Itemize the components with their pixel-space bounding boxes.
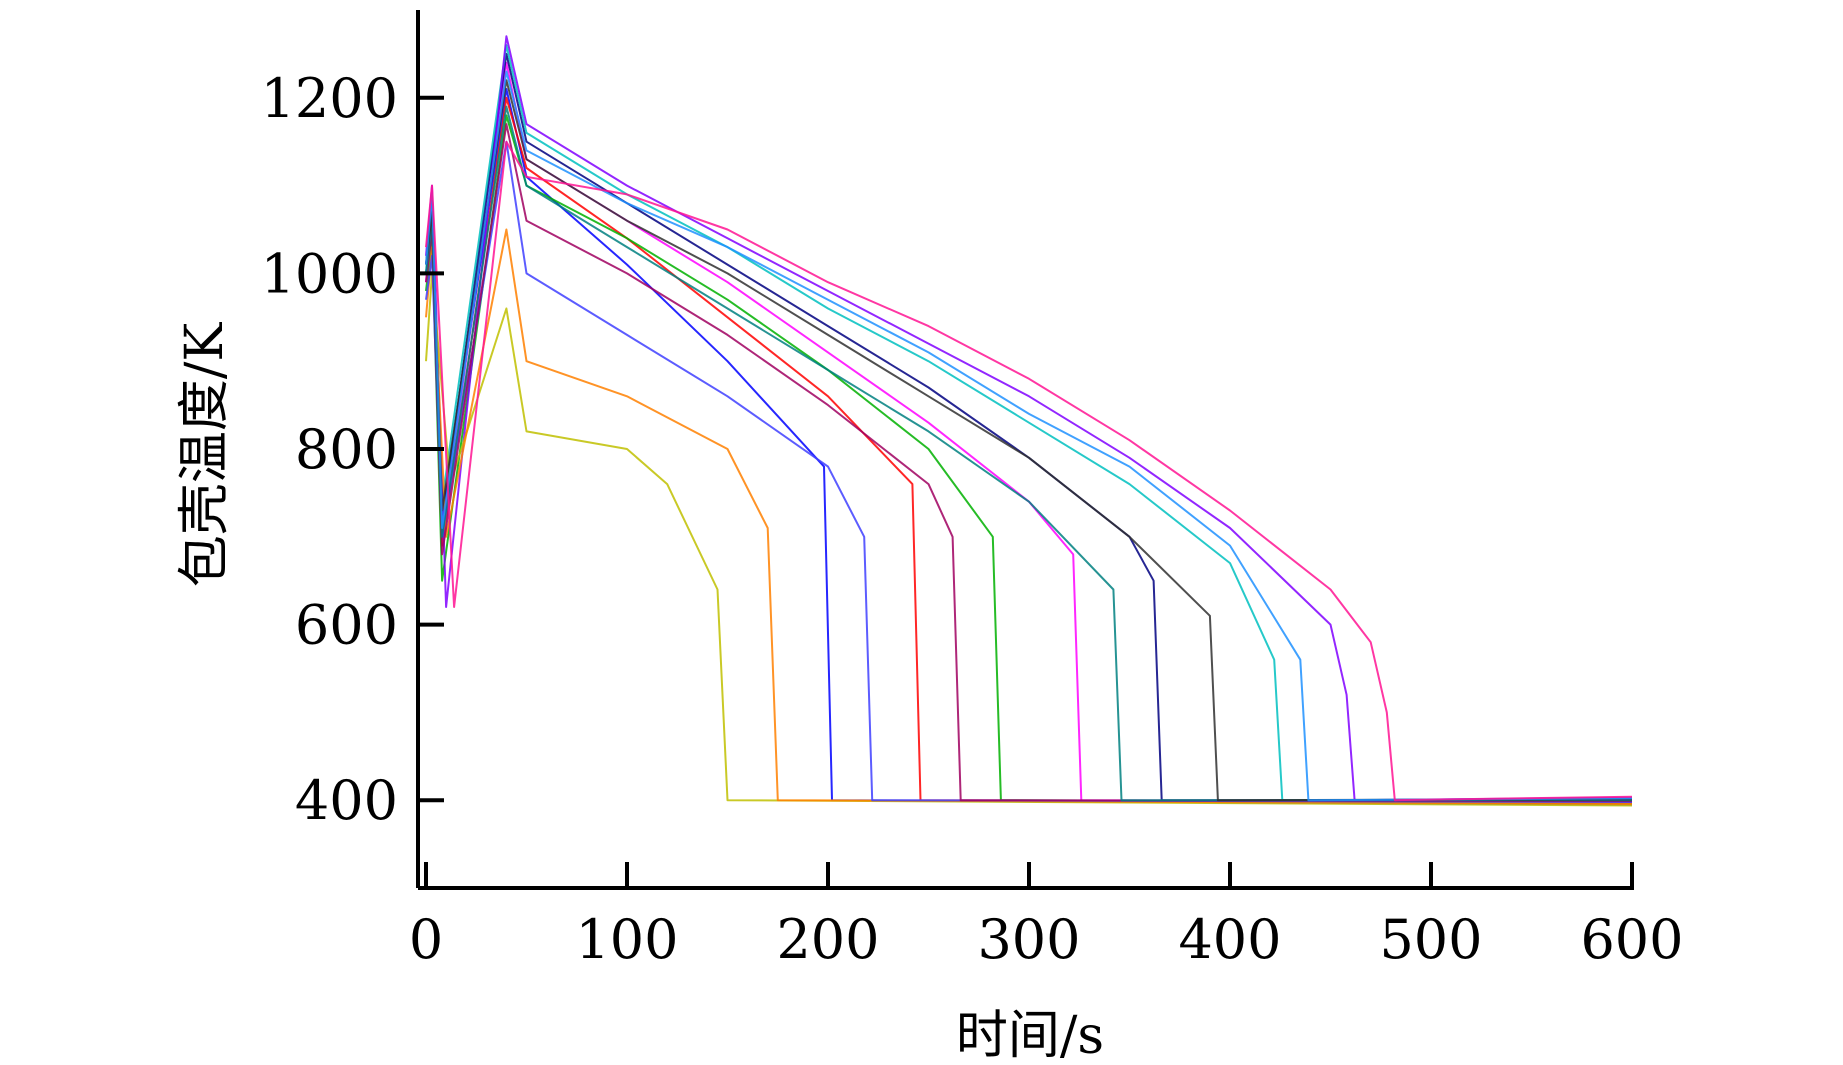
y-tick-label: 600: [295, 594, 398, 657]
series-line-8: [425, 272, 1633, 807]
series-line-11: [425, 123, 1633, 803]
y-tick-label: 1000: [261, 242, 398, 305]
series-line-5: [425, 52, 1632, 802]
x-axis-title: 时间/s: [956, 1006, 1104, 1065]
x-tick-label: 400: [1178, 908, 1281, 971]
x-tick-label: 0: [409, 908, 443, 971]
y-tick-label: 1200: [261, 67, 398, 130]
series-line-14: [425, 70, 1633, 802]
series-line-9: [425, 228, 1633, 805]
series-line-7: [425, 35, 1633, 802]
series-line-12: [425, 105, 1632, 802]
y-axis-title: 包壳温度/K: [175, 322, 235, 588]
y-axis-ticks: 400 600 800 1000 1200: [261, 67, 444, 832]
series-line-10: [425, 140, 1633, 803]
series-line-15: [425, 140, 1633, 802]
y-tick-label: 800: [295, 418, 398, 481]
x-tick-label: 300: [977, 908, 1080, 971]
x-tick-label: 600: [1580, 908, 1683, 971]
series-line-6: [425, 44, 1633, 802]
series-layer: [425, 35, 1633, 807]
series-line-1: [425, 88, 1633, 806]
x-tick-label: 500: [1379, 908, 1482, 971]
y-tick-label: 400: [295, 769, 398, 832]
x-tick-label: 100: [575, 908, 678, 971]
series-line-2: [425, 96, 1633, 805]
series-line-3: [425, 114, 1633, 804]
x-tick-label: 200: [776, 908, 879, 971]
x-axis-ticks: 0 100 200 300 400 500 600: [409, 862, 1684, 971]
series-line-13: [425, 79, 1633, 802]
